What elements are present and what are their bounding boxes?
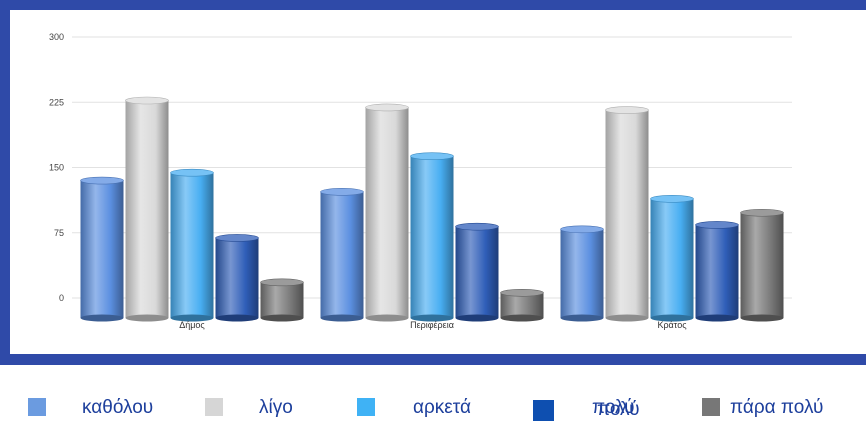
y-tick-label: 300 bbox=[49, 32, 64, 42]
category-label: Κράτος bbox=[657, 320, 687, 330]
bar bbox=[695, 221, 739, 322]
y-tick-label: 75 bbox=[54, 228, 64, 238]
bar bbox=[215, 234, 259, 322]
legend-swatch bbox=[205, 398, 223, 416]
chart-frame: 0 75 150 225 300 Δήμος Περιφέρεια Κράτος bbox=[0, 0, 866, 365]
legend-label: καθόλου bbox=[82, 397, 154, 418]
legend-label: λίγο bbox=[259, 397, 293, 418]
bar bbox=[740, 208, 784, 322]
legend-swatch bbox=[28, 398, 46, 416]
bar bbox=[320, 188, 364, 322]
bar bbox=[500, 288, 544, 322]
legend-swatch bbox=[357, 398, 375, 416]
bar bbox=[455, 222, 499, 322]
y-tick-label: 225 bbox=[49, 97, 64, 107]
legend-swatch bbox=[533, 400, 554, 421]
y-tick-label: 0 bbox=[59, 293, 64, 303]
bar bbox=[260, 278, 304, 322]
bar bbox=[125, 96, 169, 322]
plot-area: 0 75 150 225 300 Δήμος Περιφέρεια Κράτος bbox=[10, 10, 866, 354]
bar bbox=[170, 168, 214, 322]
bar-chart: 0 75 150 225 300 Δήμος Περιφέρεια Κράτος bbox=[49, 32, 792, 330]
y-axis-ticks: 0 75 150 225 300 bbox=[49, 32, 64, 303]
legend-label-overlap: πολύ bbox=[597, 399, 640, 420]
category-label: Δήμος bbox=[179, 320, 205, 330]
bar bbox=[605, 106, 649, 322]
legend-swatch bbox=[702, 398, 720, 416]
y-tick-label: 150 bbox=[49, 163, 64, 173]
legend-label: αρκετά bbox=[413, 397, 471, 418]
legend-label: πολύ bbox=[592, 397, 635, 418]
bar bbox=[80, 176, 124, 322]
legend: καθόλου λίγο αρκετά πολύ πολύ πάρα πολύ bbox=[0, 365, 866, 437]
category-label: Περιφέρεια bbox=[410, 320, 454, 330]
legend-label: πάρα πολύ bbox=[730, 397, 824, 418]
category-labels: Δήμος Περιφέρεια Κράτος bbox=[179, 320, 687, 330]
bar bbox=[560, 225, 604, 322]
bars bbox=[80, 96, 784, 322]
bar bbox=[365, 103, 409, 322]
bar bbox=[410, 152, 454, 322]
bar bbox=[650, 195, 694, 322]
